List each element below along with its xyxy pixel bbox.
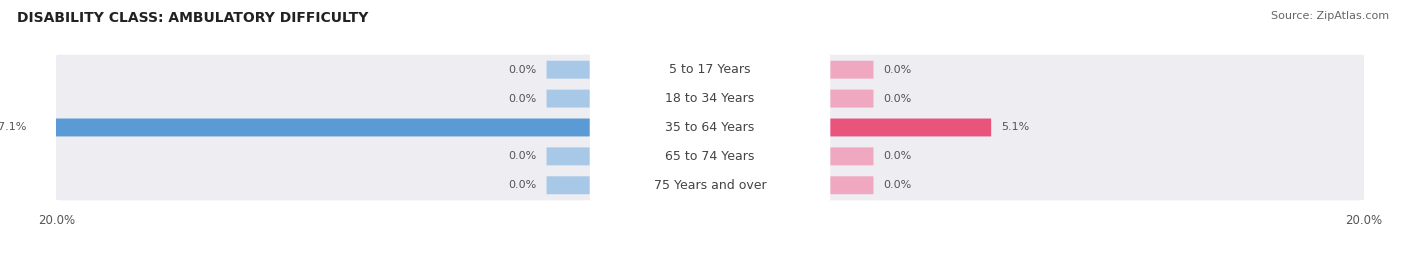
Text: 0.0%: 0.0% — [509, 65, 537, 75]
Text: 75 Years and over: 75 Years and over — [654, 179, 766, 192]
Text: 0.0%: 0.0% — [509, 94, 537, 104]
FancyBboxPatch shape — [37, 119, 596, 136]
FancyBboxPatch shape — [824, 176, 873, 194]
Text: 35 to 64 Years: 35 to 64 Years — [665, 121, 755, 134]
FancyBboxPatch shape — [547, 61, 596, 79]
FancyBboxPatch shape — [547, 90, 596, 108]
Text: 0.0%: 0.0% — [509, 180, 537, 190]
FancyBboxPatch shape — [589, 81, 831, 116]
Text: 0.0%: 0.0% — [883, 151, 911, 161]
Text: 0.0%: 0.0% — [883, 65, 911, 75]
FancyBboxPatch shape — [55, 170, 1365, 200]
Text: 5 to 17 Years: 5 to 17 Years — [669, 63, 751, 76]
Text: 0.0%: 0.0% — [883, 94, 911, 104]
FancyBboxPatch shape — [55, 112, 1365, 143]
Text: 5.1%: 5.1% — [1001, 122, 1029, 132]
FancyBboxPatch shape — [824, 119, 991, 136]
FancyBboxPatch shape — [589, 139, 831, 174]
Text: 0.0%: 0.0% — [883, 180, 911, 190]
FancyBboxPatch shape — [824, 147, 873, 165]
FancyBboxPatch shape — [824, 61, 873, 79]
FancyBboxPatch shape — [547, 176, 596, 194]
FancyBboxPatch shape — [824, 90, 873, 108]
FancyBboxPatch shape — [589, 52, 831, 87]
Text: 18 to 34 Years: 18 to 34 Years — [665, 92, 755, 105]
FancyBboxPatch shape — [547, 147, 596, 165]
FancyBboxPatch shape — [55, 84, 1365, 114]
FancyBboxPatch shape — [55, 55, 1365, 85]
Text: 17.1%: 17.1% — [0, 122, 27, 132]
FancyBboxPatch shape — [55, 141, 1365, 171]
Text: Source: ZipAtlas.com: Source: ZipAtlas.com — [1271, 11, 1389, 21]
Text: 65 to 74 Years: 65 to 74 Years — [665, 150, 755, 163]
FancyBboxPatch shape — [589, 110, 831, 145]
Text: 0.0%: 0.0% — [509, 151, 537, 161]
Text: DISABILITY CLASS: AMBULATORY DIFFICULTY: DISABILITY CLASS: AMBULATORY DIFFICULTY — [17, 11, 368, 25]
FancyBboxPatch shape — [589, 168, 831, 203]
